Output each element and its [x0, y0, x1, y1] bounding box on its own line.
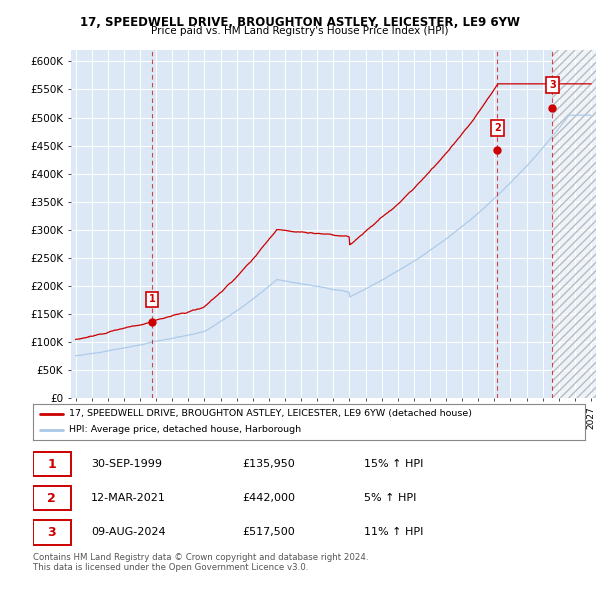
FancyBboxPatch shape: [33, 520, 71, 545]
Text: 2: 2: [494, 123, 501, 133]
Text: 1: 1: [149, 294, 155, 304]
Text: £442,000: £442,000: [243, 493, 296, 503]
FancyBboxPatch shape: [33, 486, 71, 510]
Text: Price paid vs. HM Land Registry's House Price Index (HPI): Price paid vs. HM Land Registry's House …: [151, 26, 449, 36]
Text: This data is licensed under the Open Government Licence v3.0.: This data is licensed under the Open Gov…: [33, 563, 308, 572]
FancyBboxPatch shape: [33, 452, 71, 477]
Text: 2: 2: [47, 491, 56, 504]
Bar: [553, 50, 596, 398]
Text: 17, SPEEDWELL DRIVE, BROUGHTON ASTLEY, LEICESTER, LE9 6YW: 17, SPEEDWELL DRIVE, BROUGHTON ASTLEY, L…: [80, 16, 520, 29]
Text: HPI: Average price, detached house, Harborough: HPI: Average price, detached house, Harb…: [69, 425, 301, 434]
Text: 15% ↑ HPI: 15% ↑ HPI: [364, 459, 424, 469]
Text: 30-SEP-1999: 30-SEP-1999: [91, 459, 162, 469]
Text: 3: 3: [549, 80, 556, 90]
Text: 09-AUG-2024: 09-AUG-2024: [91, 527, 166, 537]
Text: 17, SPEEDWELL DRIVE, BROUGHTON ASTLEY, LEICESTER, LE9 6YW (detached house): 17, SPEEDWELL DRIVE, BROUGHTON ASTLEY, L…: [69, 409, 472, 418]
Text: 5% ↑ HPI: 5% ↑ HPI: [364, 493, 416, 503]
Text: 1: 1: [47, 457, 56, 471]
Text: £135,950: £135,950: [243, 459, 296, 469]
Text: 3: 3: [47, 526, 56, 539]
Text: £517,500: £517,500: [243, 527, 296, 537]
Text: 12-MAR-2021: 12-MAR-2021: [91, 493, 166, 503]
Text: Contains HM Land Registry data © Crown copyright and database right 2024.: Contains HM Land Registry data © Crown c…: [33, 553, 368, 562]
Text: 11% ↑ HPI: 11% ↑ HPI: [364, 527, 424, 537]
